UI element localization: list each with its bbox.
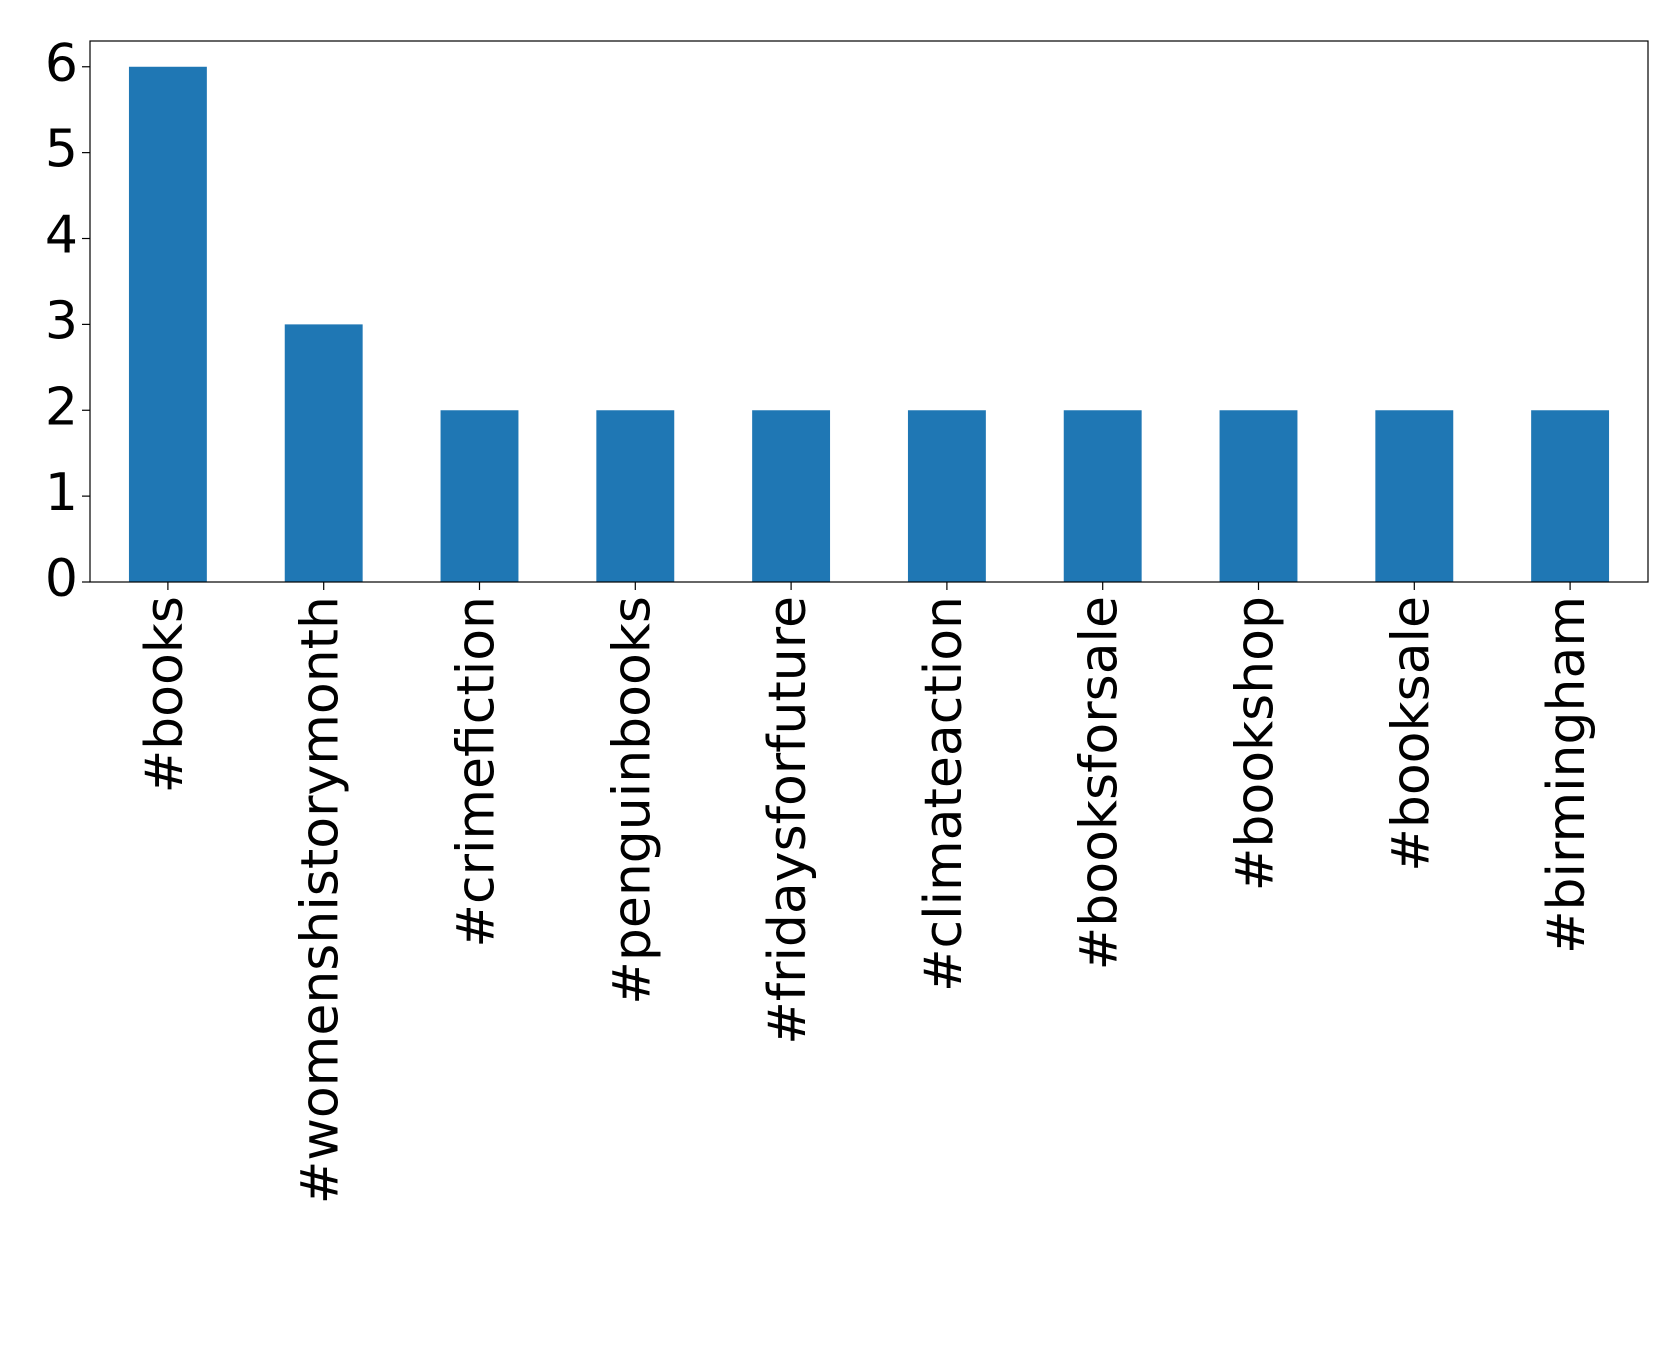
- bar: [284, 324, 363, 582]
- y-tick-label: 1: [45, 463, 78, 523]
- bar: [907, 410, 986, 582]
- bar: [1531, 410, 1610, 582]
- bar: [596, 410, 675, 582]
- bar: [128, 66, 207, 582]
- x-tick-label: #climateaction: [914, 596, 974, 992]
- x-tick-label: #birmingham: [1537, 596, 1597, 954]
- y-tick-label: 5: [45, 120, 78, 180]
- plot-frame: [89, 40, 1649, 583]
- y-tick-label: 4: [45, 206, 78, 266]
- bar: [1063, 410, 1142, 582]
- bar: [1375, 410, 1454, 582]
- y-tick-label: 2: [45, 377, 78, 437]
- x-tick-label: #bookshop: [1226, 596, 1286, 891]
- x-tick-label: #crimefiction: [447, 596, 507, 948]
- x-tick-label: #penguinbooks: [602, 596, 662, 1005]
- y-tick-label: 6: [45, 34, 78, 94]
- bar: [440, 410, 519, 582]
- x-tick-label: #fridaysforfuture: [758, 596, 818, 1045]
- x-tick-label: #booksforsale: [1070, 596, 1130, 970]
- x-tick-label: #booksale: [1381, 596, 1441, 872]
- x-tick-label: #books: [135, 596, 195, 793]
- x-tick-label: #womenshistorymonth: [291, 596, 351, 1204]
- bar: [752, 410, 831, 582]
- y-tick-label: 0: [45, 549, 78, 609]
- y-tick-label: 3: [45, 291, 78, 351]
- bar: [1219, 410, 1298, 582]
